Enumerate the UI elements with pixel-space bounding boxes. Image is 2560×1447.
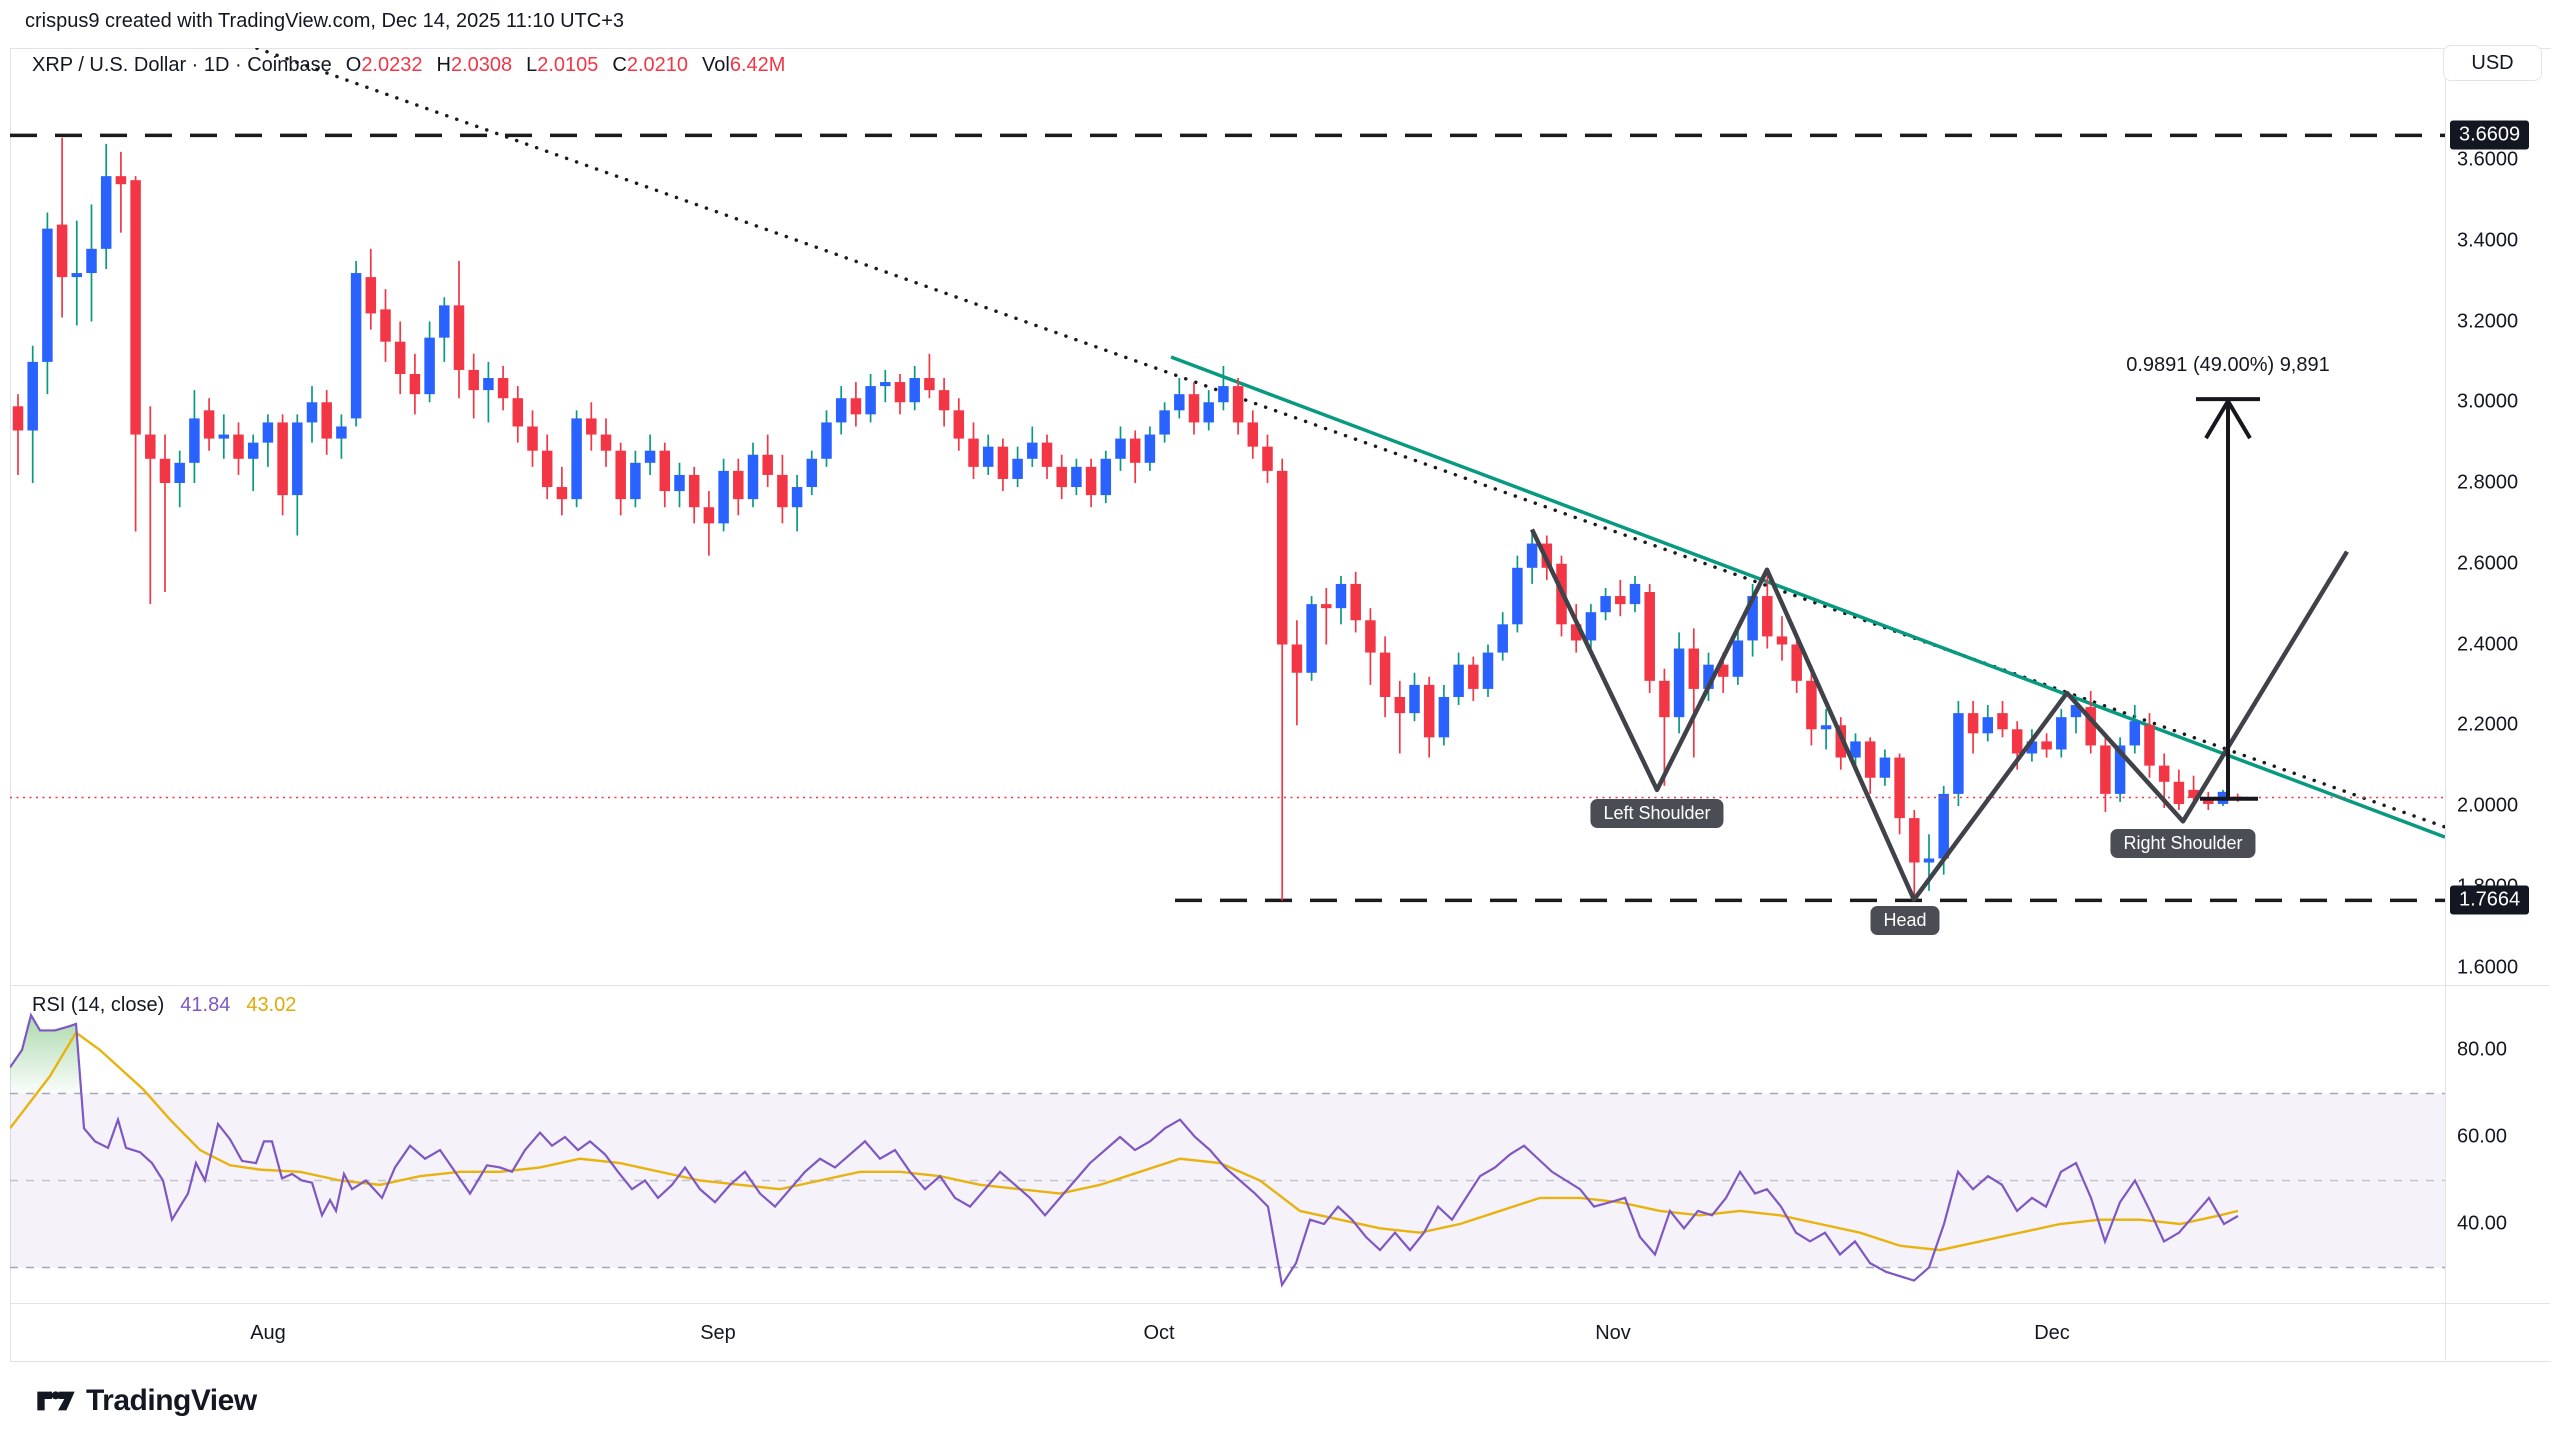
ohlc-open: O2.0232: [345, 54, 423, 76]
price-tick-label: 2.4000: [2457, 633, 2519, 655]
volume-value: Vol6.42M: [702, 54, 786, 76]
tradingview-logo[interactable]: TradingView: [36, 1384, 257, 1418]
month-label-aug: Aug: [250, 1322, 286, 1344]
price-level-badge: 1.7664: [2450, 885, 2530, 915]
price-tick-label: 3.0000: [2457, 390, 2519, 413]
left-shoulder-label[interactable]: Left Shoulder: [1590, 799, 1724, 828]
price-tick-label: 2.8000: [2457, 471, 2519, 494]
green-trendline[interactable]: [1170, 355, 2445, 839]
rsi-name: RSI (14, close): [32, 994, 165, 1016]
price-tick-label: 2.2000: [2457, 713, 2519, 736]
price-axis-separator: [2445, 48, 2446, 1360]
rsi-legend[interactable]: RSI (14, close) 41.84 43.02: [32, 994, 296, 1017]
tradingview-logo-icon: [37, 1391, 75, 1411]
head-label[interactable]: Head: [1870, 906, 1940, 935]
candlestick-series: [12, 137, 2243, 901]
chart-canvas[interactable]: [10, 48, 2445, 1360]
tradingview-logo-text: TradingView: [86, 1384, 257, 1417]
arrow-head: [2204, 397, 2252, 440]
rsi-line: [10, 1012, 2239, 1288]
month-label-nov: Nov: [1595, 1322, 1631, 1344]
dotted-trendline[interactable]: [255, 48, 2445, 829]
ohlc-low: L2.0105: [526, 54, 599, 76]
right-shoulder-label[interactable]: Right Shoulder: [2110, 829, 2256, 858]
pane-divider[interactable]: [10, 985, 2550, 986]
chart-frame: [10, 48, 2551, 1362]
attribution-text: crispus9 created with TradingView.com, D…: [25, 10, 625, 32]
head-shoulders-zigzag[interactable]: [1529, 528, 2349, 902]
rsi-value: 41.84: [180, 994, 231, 1016]
month-label-oct: Oct: [1143, 1322, 1175, 1344]
measurement-arrow-label[interactable]: 0.9891 (49.00%) 9,891: [2126, 354, 2330, 376]
symbol-legend[interactable]: XRP / U.S. Dollar · 1D · Coinbase O2.023…: [32, 54, 785, 77]
rsi-tick-label: 40.00: [2457, 1212, 2508, 1235]
price-tick-label: 3.6000: [2457, 148, 2519, 171]
price-tick-label: 2.6000: [2457, 552, 2519, 575]
ohlc-high: H2.0308: [436, 54, 513, 76]
month-label-sep: Sep: [700, 1322, 736, 1344]
currency-button[interactable]: USD: [2443, 45, 2542, 81]
month-label-dec: Dec: [2034, 1322, 2070, 1344]
rsi-tick-label: 60.00: [2457, 1125, 2508, 1148]
time-axis-border: [10, 1303, 2550, 1304]
ohlc-close: C2.0210: [612, 54, 689, 76]
price-tick-label: 3.4000: [2457, 229, 2519, 252]
rsi-overbought-fill: [10, 1015, 82, 1094]
price-tick-label: 1.6000: [2457, 956, 2519, 978]
price-tick-label: 3.2000: [2457, 310, 2519, 332]
rsi-ma-value: 43.02: [246, 994, 297, 1016]
symbol-title: XRP / U.S. Dollar · 1D · Coinbase: [32, 54, 332, 76]
price-tick-label: 2.0000: [2457, 794, 2519, 817]
price-level-badge: 3.6609: [2450, 120, 2530, 150]
rsi-tick-label: 80.00: [2457, 1038, 2508, 1061]
rsi-ma-line: [10, 1030, 2239, 1252]
